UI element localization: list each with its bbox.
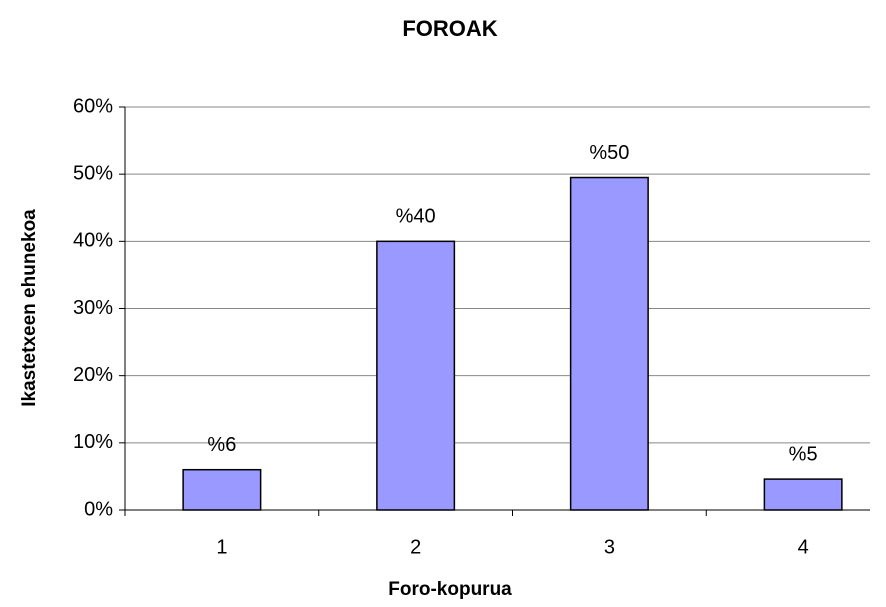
- data-label: %6: [207, 434, 236, 456]
- bar: [763, 478, 843, 511]
- bar: [569, 176, 649, 511]
- y-tick-label: 0%: [84, 498, 113, 520]
- data-label: %50: [589, 142, 629, 164]
- data-label: %5: [789, 443, 818, 465]
- y-tick-label: 20%: [73, 364, 113, 386]
- x-tick-label: 4: [798, 536, 809, 558]
- data-label: %40: [396, 206, 436, 228]
- bar: [376, 240, 456, 511]
- x-tick-label: 2: [410, 536, 421, 558]
- x-axis-title: Foro-kopurua: [388, 579, 512, 600]
- chart-title: FOROAK: [402, 16, 497, 41]
- y-tick-label: 50%: [73, 162, 113, 184]
- y-tick-label: 30%: [73, 297, 113, 319]
- bar: [182, 468, 262, 511]
- y-tick-label: 40%: [73, 230, 113, 252]
- x-tick-label: 1: [216, 536, 227, 558]
- y-tick-label: 60%: [73, 95, 113, 117]
- x-tick-label: 3: [604, 536, 615, 558]
- y-tick-label: 10%: [73, 431, 113, 453]
- y-axis-title: Ikastetxeen ehunekoa: [19, 209, 40, 407]
